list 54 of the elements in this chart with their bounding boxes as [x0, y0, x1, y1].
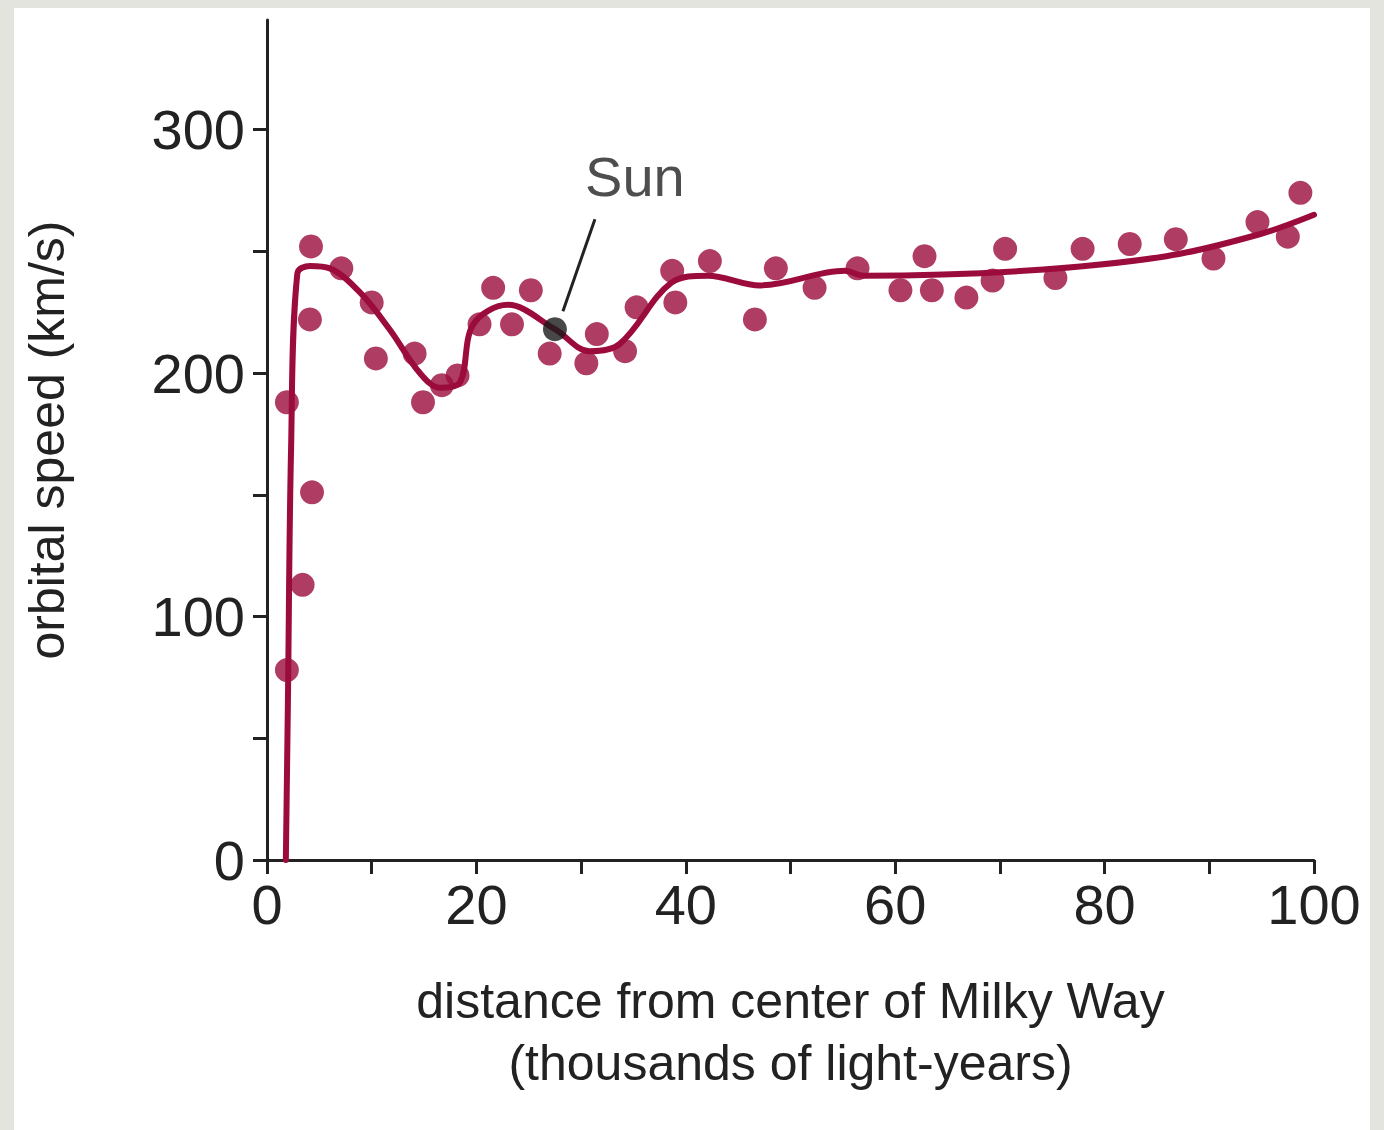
- point: [663, 290, 688, 315]
- point: [329, 256, 354, 281]
- point: [802, 275, 827, 300]
- point: [299, 234, 323, 259]
- point: [411, 390, 435, 415]
- point: [763, 256, 788, 281]
- point: [574, 351, 599, 376]
- x-tick-label: 100: [1267, 872, 1361, 936]
- point: [912, 244, 937, 269]
- point: [1117, 232, 1142, 256]
- x-tick-label: 80: [1073, 872, 1136, 936]
- point: [274, 390, 299, 415]
- point: [363, 346, 388, 371]
- point: [1288, 180, 1313, 205]
- point: [297, 307, 322, 332]
- point: [660, 258, 685, 283]
- point: [993, 236, 1018, 261]
- point: [584, 322, 609, 347]
- point: [1245, 210, 1270, 235]
- x-tick-label: 20: [445, 872, 508, 936]
- point: [1070, 236, 1095, 261]
- point: [445, 363, 470, 388]
- point: [300, 480, 325, 505]
- y-tick-label: 200: [151, 341, 245, 405]
- point: [402, 341, 427, 366]
- point: [542, 317, 567, 342]
- point: [697, 249, 722, 274]
- annotation: Sun: [585, 144, 685, 208]
- point: [1201, 246, 1226, 271]
- point: [359, 290, 384, 315]
- point: [845, 256, 870, 281]
- point: [290, 572, 315, 597]
- x-tick-label: 60: [864, 872, 927, 936]
- point: [954, 285, 979, 310]
- x-tick-label: 40: [654, 872, 717, 936]
- point: [980, 268, 1005, 293]
- point: [613, 339, 638, 364]
- point: [274, 658, 299, 683]
- point: [481, 275, 506, 300]
- point: [742, 307, 767, 332]
- point: [1163, 227, 1188, 252]
- point: [537, 341, 562, 366]
- point: [624, 295, 649, 320]
- point: [518, 278, 543, 303]
- y-tick-label: 100: [151, 585, 245, 649]
- point: [919, 278, 944, 303]
- point: [467, 312, 492, 337]
- y-axis-title: orbital speed (km/s): [19, 220, 75, 660]
- x-axis-title: distance from center of Milky Way (thousands of light-years): [416, 973, 1165, 1091]
- y-tick-label: 300: [151, 98, 245, 162]
- y-tick-label: 0: [213, 828, 245, 892]
- point: [500, 312, 524, 337]
- point: [888, 278, 913, 303]
- point: [1275, 224, 1300, 249]
